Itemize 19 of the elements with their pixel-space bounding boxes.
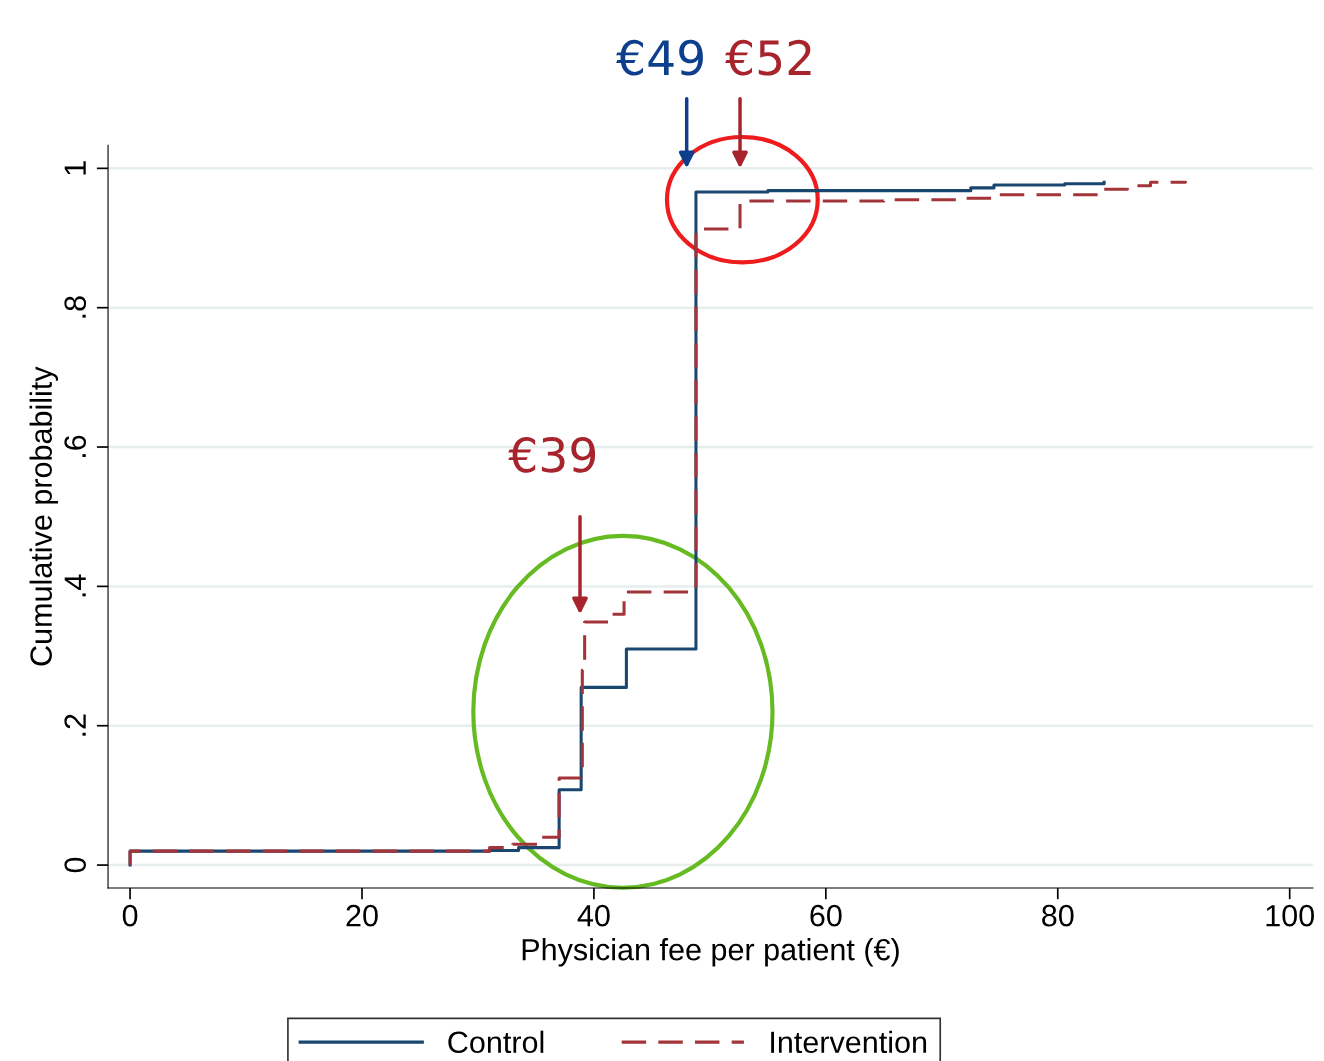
x-tick-label: 60 [810,904,842,927]
text: €49 [616,39,703,76]
annotation: €39 [508,437,596,473]
y-axis-title: Cumulative probability [29,366,59,666]
text: €52 [725,39,811,76]
y-tick-label: .2 [64,714,86,736]
y-tick-label: .6 [64,435,87,457]
y-tick-label: 0 [64,857,87,873]
x-axis-title: Physician fee per patient (€) [522,938,899,967]
legend-label: Control [448,1030,544,1054]
y-tick-label: .8 [64,296,87,318]
x-tick-label: 0 [122,904,138,927]
legend-label: Intervention [771,1030,927,1054]
y-tick-label: .4 [64,574,86,597]
y-tick-label: 1 [64,161,86,175]
x-tick-label: 80 [1042,904,1074,927]
x-tick-label: 20 [346,904,378,927]
x-tick-label: 40 [577,904,610,927]
x-tick-label: 100 [1266,904,1314,927]
